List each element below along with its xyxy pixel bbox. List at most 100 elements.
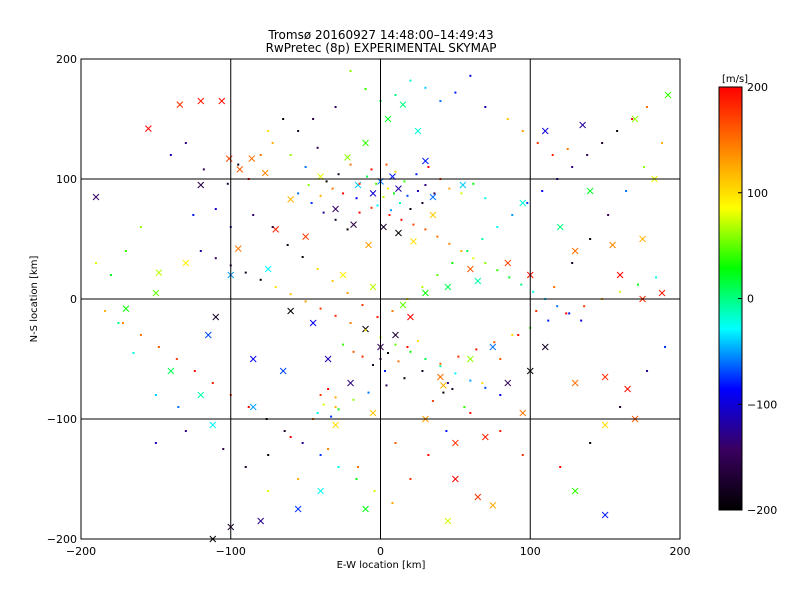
dot-marker — [499, 430, 502, 432]
dot-marker — [547, 319, 550, 322]
dot-marker — [389, 209, 392, 212]
dot-marker — [352, 350, 355, 353]
dot-marker — [342, 192, 345, 195]
dot-marker — [307, 184, 310, 186]
dot-marker — [327, 448, 330, 450]
dot-marker — [319, 194, 322, 197]
cross-marker — [197, 391, 205, 399]
dot-marker — [199, 250, 202, 252]
cross-marker — [225, 155, 233, 162]
dot-marker — [553, 286, 556, 288]
dot-marker — [619, 406, 622, 408]
dot-marker — [286, 244, 289, 246]
dot-marker — [416, 340, 419, 342]
cross-marker — [639, 235, 646, 243]
dot-marker — [252, 214, 255, 216]
dot-marker — [446, 382, 449, 384]
cross-marker — [541, 343, 549, 351]
cross-marker — [624, 385, 631, 393]
dot-marker — [327, 388, 330, 390]
cross-marker — [444, 517, 452, 525]
dot-marker — [375, 182, 378, 185]
dot-marker — [521, 454, 524, 456]
cross-marker — [309, 319, 317, 327]
dot-marker — [481, 238, 484, 240]
dot-marker — [388, 214, 391, 216]
cross-marker — [369, 190, 377, 197]
cross-marker — [616, 271, 624, 279]
colorbar-tick-label: −100 — [747, 398, 777, 411]
cross-marker — [145, 125, 152, 132]
dot-marker — [394, 442, 397, 444]
dot-marker — [289, 293, 292, 296]
cross-marker — [571, 487, 579, 495]
x-axis-label: E-W location [km] — [337, 560, 426, 571]
dot-marker — [454, 372, 457, 375]
dot-marker — [460, 250, 463, 252]
dot-marker — [373, 490, 376, 492]
dot-marker — [337, 173, 340, 176]
dot-marker — [394, 94, 397, 96]
dot-marker — [376, 316, 379, 318]
dot-marker — [297, 130, 300, 132]
dot-marker — [472, 182, 475, 185]
dot-marker — [586, 154, 589, 156]
cross-marker — [437, 373, 444, 381]
cross-marker — [339, 271, 347, 279]
dot-marker — [451, 388, 454, 390]
dot-marker — [117, 322, 120, 324]
cross-marker — [248, 155, 256, 162]
cross-marker — [422, 289, 429, 297]
cross-marker — [167, 367, 175, 375]
dot-marker — [451, 262, 454, 264]
cross-marker — [556, 223, 564, 231]
cross-marker — [204, 331, 212, 339]
dot-marker — [355, 478, 358, 480]
dot-marker — [520, 283, 523, 286]
cross-marker — [249, 355, 257, 363]
dot-marker — [109, 274, 112, 276]
dot-marker — [304, 300, 307, 303]
dot-marker — [421, 370, 424, 372]
cross-marker — [541, 127, 549, 135]
dot-marker — [334, 218, 337, 221]
cross-marker — [176, 101, 184, 108]
dot-marker — [334, 406, 337, 408]
dot-marker — [383, 370, 386, 372]
cross-marker — [519, 409, 527, 417]
dot-marker — [442, 391, 445, 394]
cross-marker — [287, 307, 295, 315]
dot-marker — [655, 276, 658, 279]
dot-marker — [301, 442, 304, 444]
cross-marker — [414, 127, 422, 135]
dot-marker — [139, 226, 142, 228]
dot-marker — [312, 118, 315, 120]
dot-marker — [322, 211, 325, 214]
dot-marker — [325, 180, 328, 183]
cross-marker — [601, 511, 609, 519]
dot-marker — [508, 276, 511, 279]
cross-marker — [586, 187, 594, 195]
cross-marker — [459, 181, 467, 189]
dot-marker — [330, 415, 333, 418]
cross-marker — [264, 265, 272, 273]
dot-marker — [571, 166, 574, 168]
dot-marker — [484, 386, 487, 389]
cross-marker — [399, 101, 407, 108]
dot-marker — [366, 175, 369, 178]
dot-marker — [364, 329, 367, 332]
dot-marker — [282, 118, 285, 120]
cross-marker — [257, 517, 265, 525]
dot-marker — [424, 184, 427, 186]
cross-marker — [344, 154, 351, 161]
y-axis-label: N-S location [km] — [29, 256, 40, 343]
colorbar-unit-label: [m/s] — [722, 74, 748, 85]
dot-marker — [616, 130, 619, 132]
y-tick-label: −200 — [47, 533, 77, 546]
dot-marker — [358, 211, 361, 214]
dot-marker — [222, 448, 225, 450]
dot-marker — [157, 346, 160, 348]
dot-marker — [535, 310, 538, 312]
dot-marker — [334, 106, 337, 108]
dot-marker — [121, 322, 124, 324]
